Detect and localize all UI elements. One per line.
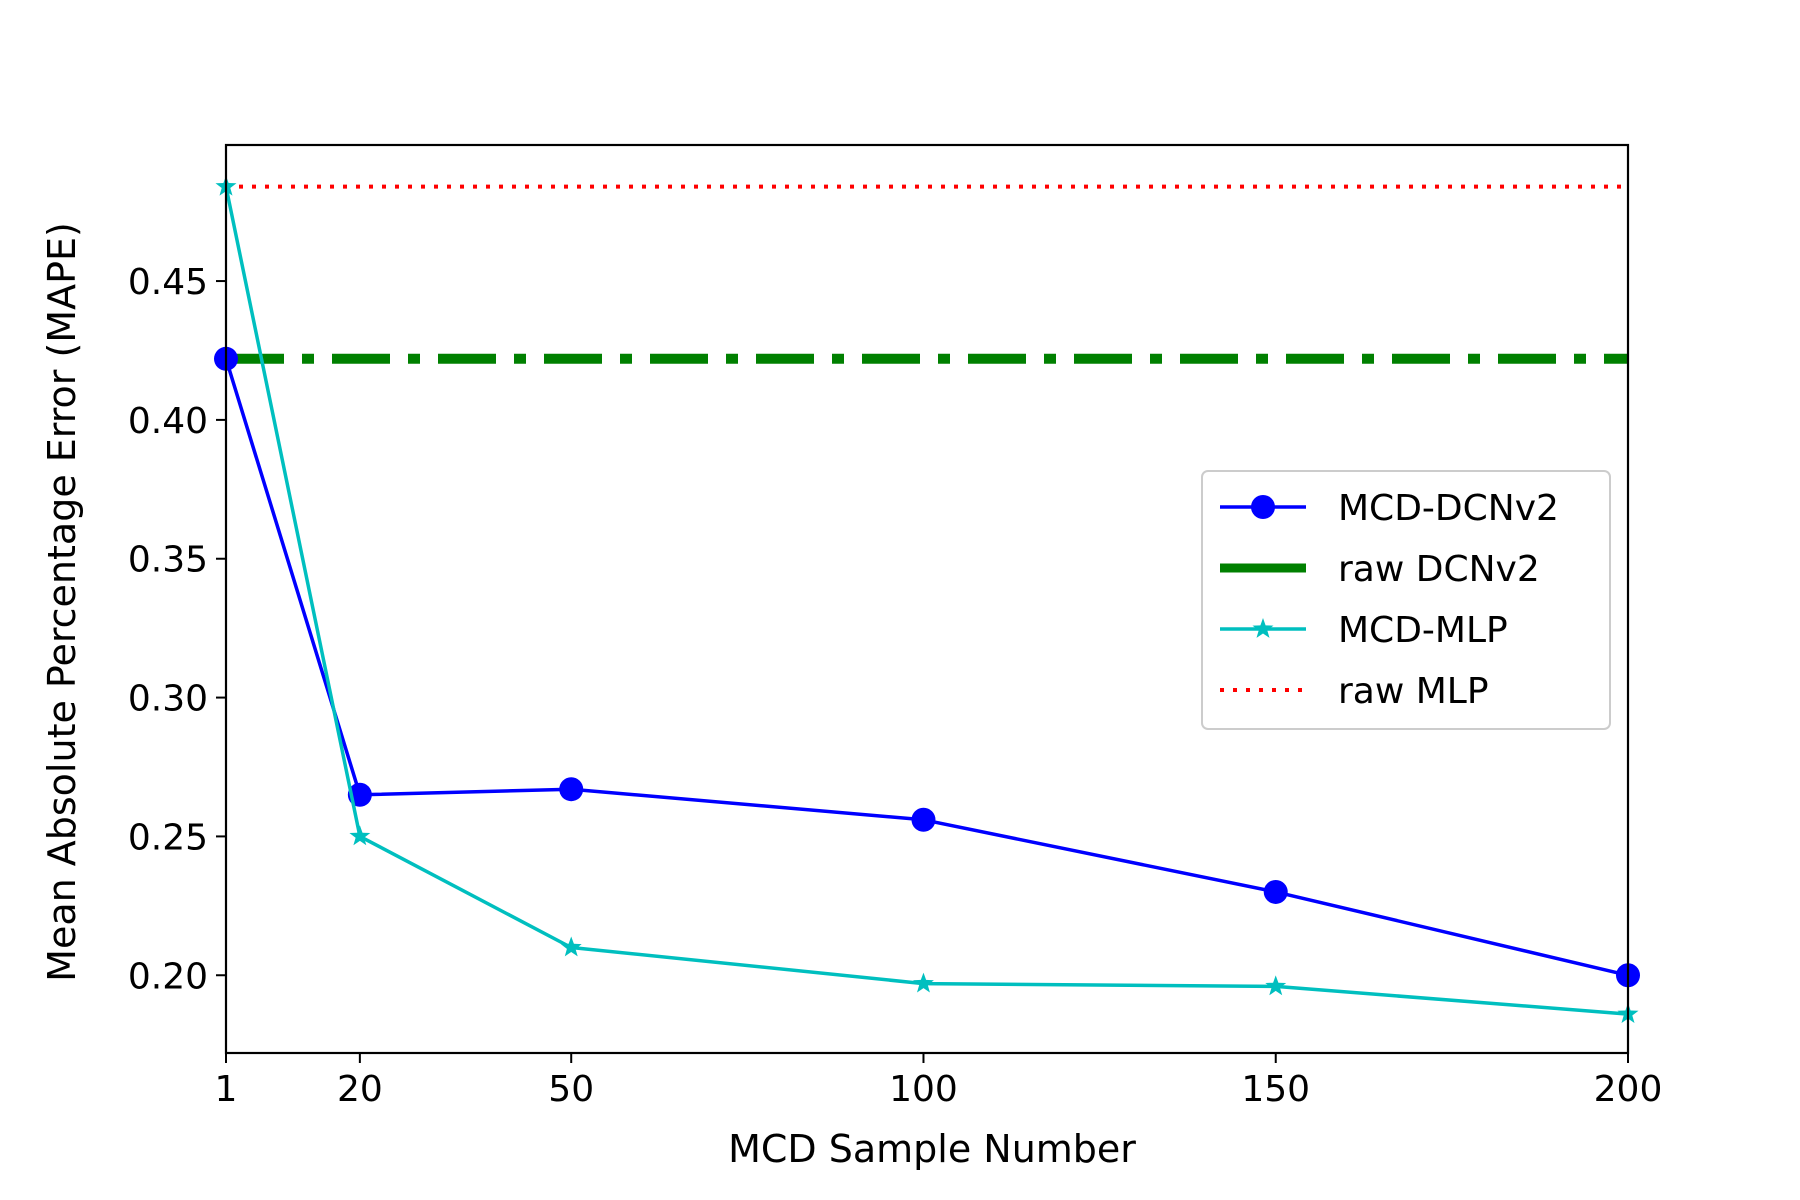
- y-tick-label: 0.30: [128, 679, 208, 720]
- x-tick-label: 50: [548, 1069, 594, 1110]
- axes: 1 20 50 100 150 200 0.20 0.25 0.30 0.35 0.40 0.45: [128, 143, 1663, 1110]
- data-point-mcd-mlp: [560, 936, 582, 957]
- y-tick-label: 0.35: [128, 540, 208, 581]
- x-tick-label: 20: [337, 1069, 383, 1110]
- plot-area: [214, 175, 1640, 1023]
- data-point-mcd-mlp: [349, 825, 371, 846]
- legend-label-mcd-mlp: MCD-MLP: [1338, 610, 1508, 651]
- x-tick-label: 150: [1241, 1069, 1310, 1110]
- y-tick-label: 0.25: [128, 817, 208, 858]
- x-tick-label: 200: [1594, 1069, 1663, 1110]
- y-tick-label: 0.40: [128, 401, 208, 442]
- legend-label-raw-dcnv2: raw DCNv2: [1338, 549, 1540, 590]
- y-axis-title: Mean Absolute Percentage Error (MAPE): [40, 222, 84, 982]
- data-point-mcd-dcnv2: [559, 777, 584, 802]
- x-tick-label: 100: [889, 1069, 958, 1110]
- data-point-mcd-dcnv2: [1263, 879, 1288, 904]
- data-point-mcd-mlp: [913, 972, 934, 993]
- legend-marker-mcd-mlp: [1252, 618, 1274, 638]
- axes-frame: [224, 143, 1630, 1055]
- data-point-mcd-mlp: [1265, 975, 1287, 996]
- legend-label-mcd-dcnv2: MCD-DCNv2: [1338, 488, 1559, 529]
- legend: MCD-DCNv2 raw DCNv2 MCD-MLP raw MLP: [1201, 470, 1611, 730]
- legend-marker-mcd-dcnv2: [1251, 495, 1275, 519]
- x-axis-title: MCD Sample Number: [728, 1127, 1136, 1171]
- data-point-mcd-dcnv2: [911, 807, 936, 832]
- x-tick-label: 1: [215, 1069, 238, 1110]
- legend-label-raw-mlp: raw MLP: [1338, 671, 1489, 712]
- y-tick-label: 0.20: [128, 956, 208, 997]
- legend-box: [1201, 470, 1611, 730]
- y-tick-label: 0.45: [128, 262, 208, 303]
- series-line-mcd-mlp: [224, 186, 1629, 1016]
